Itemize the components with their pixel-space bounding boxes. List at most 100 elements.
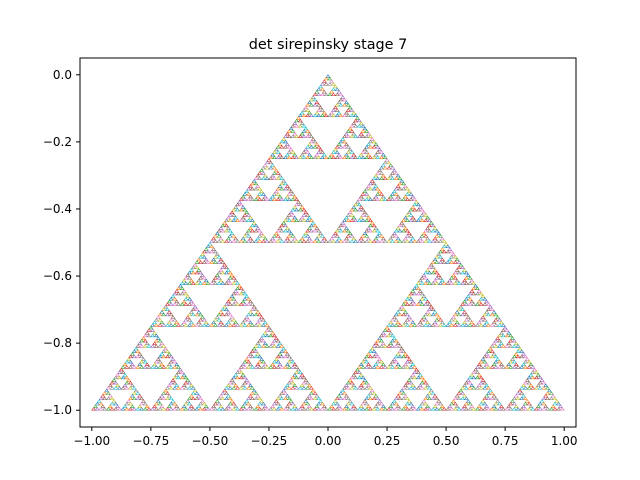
sierpinski-triangle <box>463 386 469 390</box>
sierpinski-triangle <box>345 218 351 222</box>
sierpinski-triangle <box>155 357 161 361</box>
sierpinski-triangle <box>543 404 549 408</box>
sierpinski-triangle <box>395 184 401 188</box>
sierpinski-triangle <box>521 362 527 366</box>
sierpinski-triangle <box>240 404 246 408</box>
sierpinski-triangle <box>299 373 305 377</box>
sierpinski-triangle <box>541 401 547 406</box>
sierpinski-triangle <box>403 215 408 220</box>
sierpinski-triangle <box>489 365 495 369</box>
sierpinski-triangle <box>200 252 205 256</box>
sierpinski-triangle <box>163 346 169 351</box>
sierpinski-triangle <box>211 247 217 251</box>
sierpinski-triangle <box>441 260 447 264</box>
sierpinski-triangle <box>124 359 130 364</box>
sierpinski-triangle <box>364 386 370 390</box>
sierpinski-triangle <box>334 155 340 159</box>
sierpinski-triangle <box>415 375 421 380</box>
sierpinski-triangle <box>469 320 475 325</box>
sierpinski-triangle <box>246 197 252 201</box>
sierpinski-triangle <box>194 260 200 264</box>
sierpinski-triangle <box>379 192 384 196</box>
sierpinski-triangle <box>314 226 320 230</box>
sierpinski-triangle <box>386 344 392 348</box>
sierpinski-triangle <box>511 396 517 401</box>
sierpinski-triangle <box>403 194 408 199</box>
sierpinski-triangle <box>168 317 174 322</box>
sierpinski-triangle <box>338 223 344 228</box>
sierpinski-triangle <box>371 407 377 411</box>
sierpinski-triangle <box>201 276 207 280</box>
sierpinski-triangle <box>332 231 338 235</box>
sierpinski-triangle <box>168 396 174 401</box>
sierpinski-triangle <box>434 323 440 327</box>
sierpinski-triangle <box>441 407 447 411</box>
sierpinski-triangle <box>251 304 257 309</box>
sierpinski-triangle <box>386 407 392 411</box>
sierpinski-triangle <box>434 260 440 264</box>
sierpinski-triangle <box>456 312 462 317</box>
sierpinski-triangle <box>441 244 447 249</box>
sierpinski-triangle <box>375 197 381 201</box>
sierpinski-triangle <box>412 239 418 243</box>
sierpinski-triangle <box>251 346 257 351</box>
sierpinski-triangle <box>166 310 172 314</box>
sierpinski-triangle <box>224 239 229 243</box>
sierpinski-triangle <box>111 399 117 403</box>
sierpinski-triangle <box>124 380 130 385</box>
sierpinski-triangle <box>355 116 360 120</box>
sierpinski-triangle <box>364 213 370 217</box>
sierpinski-triangle <box>248 299 253 304</box>
sierpinski-triangle <box>434 270 440 275</box>
sierpinski-triangle <box>388 404 394 408</box>
sierpinski-triangle <box>235 202 241 207</box>
sierpinski-triangle <box>482 401 488 406</box>
sierpinski-triangle <box>150 328 156 332</box>
sierpinski-triangle <box>344 404 349 408</box>
sierpinski-triangle <box>305 145 311 149</box>
x-tick-label: −0.25 <box>251 434 288 448</box>
sierpinski-triangle <box>486 307 491 311</box>
sierpinski-triangle <box>292 205 298 209</box>
sierpinski-triangle <box>445 323 451 327</box>
sierpinski-triangle <box>463 276 469 280</box>
sierpinski-triangle <box>255 173 261 178</box>
sierpinski-triangle <box>177 367 183 372</box>
sierpinski-triangle <box>314 110 320 115</box>
sierpinski-triangle <box>120 407 126 411</box>
sierpinski-triangle <box>528 373 534 377</box>
sierpinski-triangle <box>218 393 224 398</box>
sierpinski-triangle <box>432 268 438 272</box>
sierpinski-triangle <box>316 228 322 233</box>
sierpinski-triangle <box>284 142 290 146</box>
sierpinski-triangle <box>521 383 527 387</box>
sierpinski-triangle <box>484 383 490 387</box>
sierpinski-triangle <box>260 192 266 196</box>
sierpinski-triangle <box>248 310 253 314</box>
sierpinski-triangle <box>165 302 170 306</box>
sierpinski-triangle <box>294 375 300 380</box>
sierpinski-triangle <box>172 291 178 296</box>
sierpinski-triangle <box>137 404 143 408</box>
sierpinski-triangle <box>493 338 499 343</box>
y-tick-label: −0.6 <box>43 269 72 283</box>
sierpinski-triangle <box>471 281 477 285</box>
sierpinski-triangle <box>283 197 288 201</box>
sierpinski-triangle <box>288 378 294 382</box>
sierpinski-triangle <box>233 320 239 325</box>
sierpinski-triangle <box>375 176 381 180</box>
sierpinski-triangle <box>403 393 408 398</box>
sierpinski-triangle <box>216 260 222 264</box>
sierpinski-triangle <box>467 323 473 327</box>
sierpinski-triangle <box>320 82 325 86</box>
sierpinski-triangle <box>404 317 410 322</box>
sierpinski-triangle <box>384 325 390 330</box>
sierpinski-triangle <box>275 354 281 359</box>
sierpinski-triangle <box>395 226 401 230</box>
sierpinski-triangle <box>366 404 372 408</box>
sierpinski-triangle <box>342 113 348 117</box>
sierpinski-triangle <box>419 297 425 301</box>
sierpinski-triangle <box>465 378 471 382</box>
sierpinski-triangle <box>246 386 252 390</box>
sierpinski-triangle <box>373 184 379 188</box>
